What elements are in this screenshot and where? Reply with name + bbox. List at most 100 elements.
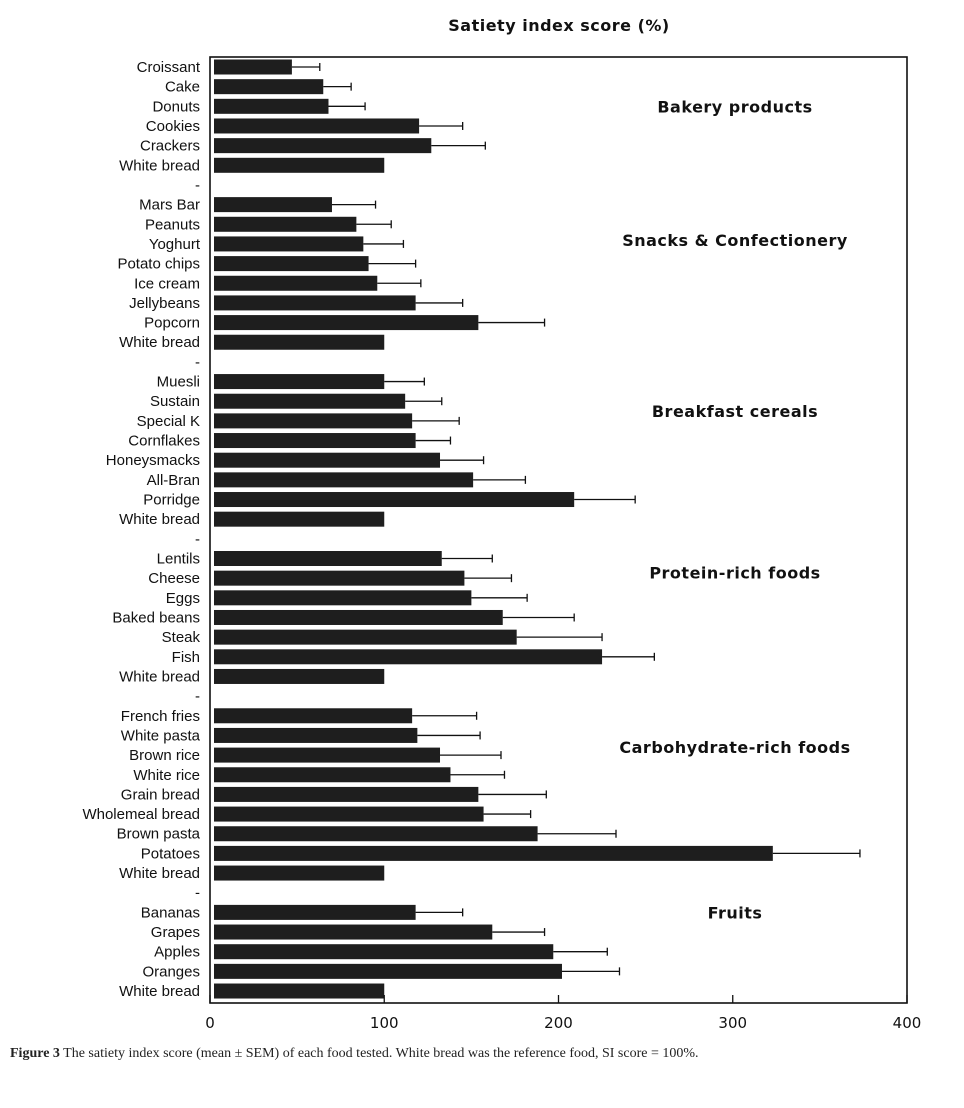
category-label: Lentils <box>157 551 200 568</box>
category-label: Muesli <box>157 374 200 391</box>
bar <box>214 118 420 134</box>
bar <box>214 413 413 429</box>
bar <box>214 315 479 331</box>
group-label: Carbohydrate-rich foods <box>619 738 850 757</box>
x-tick-label: 300 <box>718 1014 747 1032</box>
category-label: White bread <box>119 865 200 882</box>
bar <box>214 629 517 645</box>
category-label: Eggs <box>166 590 200 607</box>
category-label: Honeysmacks <box>106 452 200 469</box>
category-label: Apples <box>154 944 200 961</box>
category-label: Baked beans <box>112 609 200 626</box>
bar <box>214 452 441 468</box>
x-tick-label: 200 <box>544 1014 573 1032</box>
group-label: Protein-rich foods <box>649 563 820 582</box>
bar <box>214 826 538 842</box>
category-label: All-Bran <box>147 472 200 489</box>
caption-label: Figure 3 <box>10 1046 60 1061</box>
category-label: Brown pasta <box>117 826 201 843</box>
bar <box>214 767 451 783</box>
category-label: Porridge <box>143 492 200 509</box>
bar <box>214 374 385 390</box>
bar <box>214 98 329 114</box>
bar <box>214 747 441 763</box>
category-label: Potatoes <box>141 845 200 862</box>
bar <box>214 668 385 684</box>
bar <box>214 197 332 213</box>
category-label: Bananas <box>141 904 200 921</box>
category-label: Grain bread <box>121 786 200 803</box>
bar <box>214 433 416 449</box>
category-label: White bread <box>119 334 200 351</box>
category-label: Grapes <box>151 924 200 941</box>
category-label: Peanuts <box>145 216 200 233</box>
bar <box>214 924 493 940</box>
category-label: Cheese <box>148 570 200 587</box>
bar <box>214 216 357 232</box>
category-label: Popcorn <box>144 315 200 332</box>
bar <box>214 295 416 311</box>
category-label: Potato chips <box>117 256 200 273</box>
bar <box>214 570 465 586</box>
category-label: White bread <box>119 668 200 685</box>
category-label: French fries <box>121 708 200 725</box>
bar <box>214 275 378 291</box>
x-tick-label: 400 <box>893 1014 922 1032</box>
category-label: Special K <box>137 413 200 430</box>
bar <box>214 708 413 724</box>
category-label: Croissant <box>137 59 201 76</box>
group-separator: - <box>195 177 200 194</box>
category-label: Brown rice <box>129 747 200 764</box>
category-label: Wholemeal bread <box>82 806 200 823</box>
bar <box>214 79 324 95</box>
bar <box>214 334 385 350</box>
chart-title: Satiety index score (%) <box>448 16 670 35</box>
category-label: Donuts <box>152 98 200 115</box>
category-label: White bread <box>119 157 200 174</box>
bar <box>214 138 432 154</box>
group-separator: - <box>195 688 200 705</box>
bar <box>214 806 484 822</box>
category-label: Jellybeans <box>129 295 200 312</box>
bar <box>214 59 292 75</box>
category-label: Ice cream <box>134 275 200 292</box>
category-label: White pasta <box>121 727 201 744</box>
category-label: Cake <box>165 79 200 96</box>
bar <box>214 865 385 881</box>
bar <box>214 609 503 625</box>
bar <box>214 472 474 488</box>
bar <box>214 983 385 999</box>
bar <box>214 727 418 743</box>
category-label: Crackers <box>140 138 200 155</box>
bar <box>214 393 406 409</box>
bar <box>214 845 773 861</box>
bar <box>214 786 479 802</box>
category-label: White bread <box>119 983 200 1000</box>
bar <box>214 944 554 960</box>
category-label: Cornflakes <box>128 433 200 450</box>
group-separator: - <box>195 885 200 902</box>
category-label: Oranges <box>142 963 200 980</box>
group-label: Breakfast cereals <box>652 402 818 421</box>
bar <box>214 236 364 252</box>
bar <box>214 649 603 665</box>
x-tick-label: 100 <box>370 1014 399 1032</box>
caption-text: The satiety index score (mean ± SEM) of … <box>63 1046 699 1061</box>
category-label: Fish <box>172 649 200 666</box>
x-tick-label: 0 <box>205 1014 215 1032</box>
category-label: White rice <box>133 767 200 784</box>
bar <box>214 511 385 527</box>
bar <box>214 551 442 566</box>
group-separator: - <box>195 531 200 548</box>
figure-caption: Figure 3 The satiety index score (mean ±… <box>10 1045 955 1062</box>
group-label: Snacks & Confectionery <box>622 231 848 250</box>
category-label: Sustain <box>150 393 200 410</box>
bar <box>214 904 416 920</box>
bar <box>214 492 575 508</box>
group-label: Bakery products <box>657 97 812 116</box>
category-label: Mars Bar <box>139 197 200 214</box>
category-label: White bread <box>119 511 200 528</box>
group-label: Fruits <box>708 903 763 922</box>
category-label: Yoghurt <box>149 236 201 253</box>
